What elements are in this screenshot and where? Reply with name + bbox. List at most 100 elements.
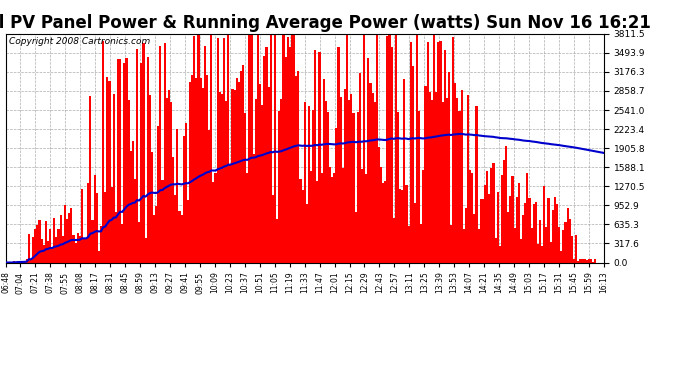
Bar bbox=[448, 72, 450, 262]
Bar bbox=[45, 220, 47, 262]
Bar bbox=[201, 88, 204, 262]
Bar bbox=[81, 189, 83, 262]
Bar bbox=[529, 198, 531, 262]
Bar bbox=[594, 259, 596, 262]
Bar bbox=[255, 99, 257, 262]
Bar bbox=[590, 259, 592, 262]
Bar bbox=[213, 182, 215, 262]
Bar bbox=[320, 173, 323, 262]
Bar bbox=[505, 146, 507, 262]
Bar bbox=[450, 225, 452, 262]
Bar bbox=[577, 261, 580, 262]
Bar bbox=[373, 102, 376, 262]
Bar bbox=[295, 76, 297, 262]
Bar bbox=[344, 88, 346, 262]
Bar bbox=[410, 42, 412, 262]
Bar bbox=[306, 204, 308, 262]
Bar bbox=[560, 251, 562, 262]
Bar bbox=[183, 136, 185, 262]
Bar bbox=[117, 59, 119, 262]
Bar bbox=[223, 39, 225, 262]
Bar bbox=[437, 42, 440, 262]
Bar bbox=[566, 208, 569, 262]
Bar bbox=[471, 174, 473, 262]
Bar bbox=[176, 129, 179, 262]
Bar bbox=[166, 98, 168, 262]
Bar bbox=[227, 34, 229, 262]
Bar bbox=[465, 208, 467, 262]
Bar bbox=[365, 174, 367, 262]
Bar bbox=[115, 212, 117, 262]
Bar bbox=[28, 234, 30, 262]
Bar bbox=[351, 94, 353, 262]
Title: Total PV Panel Power & Running Average Power (watts) Sun Nov 16 16:21: Total PV Panel Power & Running Average P… bbox=[0, 14, 651, 32]
Bar bbox=[537, 244, 539, 262]
Bar bbox=[314, 50, 316, 262]
Bar bbox=[75, 243, 77, 262]
Bar bbox=[511, 176, 513, 262]
Bar bbox=[541, 246, 543, 262]
Bar bbox=[91, 220, 94, 262]
Bar bbox=[132, 141, 134, 262]
Bar bbox=[475, 106, 477, 262]
Bar bbox=[312, 111, 314, 262]
Bar bbox=[395, 34, 397, 262]
Bar bbox=[268, 87, 270, 262]
Bar bbox=[59, 215, 62, 262]
Bar bbox=[391, 47, 393, 262]
Bar bbox=[130, 152, 132, 262]
Bar bbox=[405, 184, 408, 262]
Bar bbox=[520, 239, 522, 262]
Bar bbox=[110, 187, 112, 262]
Bar bbox=[134, 179, 136, 262]
Bar bbox=[337, 47, 339, 262]
Bar bbox=[197, 34, 199, 262]
Bar bbox=[416, 34, 418, 262]
Bar bbox=[393, 218, 395, 262]
Bar bbox=[573, 259, 575, 262]
Bar bbox=[412, 66, 414, 262]
Bar bbox=[189, 82, 191, 262]
Bar bbox=[477, 230, 480, 262]
Bar bbox=[418, 111, 420, 262]
Bar bbox=[231, 88, 234, 262]
Bar bbox=[159, 45, 161, 262]
Bar bbox=[106, 77, 108, 262]
Bar bbox=[57, 229, 59, 262]
Bar bbox=[66, 219, 68, 262]
Bar bbox=[490, 168, 493, 262]
Bar bbox=[535, 202, 537, 262]
Bar bbox=[161, 180, 164, 262]
Bar bbox=[217, 38, 219, 262]
Bar bbox=[316, 181, 319, 262]
Bar bbox=[497, 192, 499, 262]
Bar bbox=[431, 100, 433, 262]
Bar bbox=[34, 229, 37, 262]
Bar bbox=[128, 100, 130, 262]
Bar bbox=[522, 216, 524, 262]
Bar bbox=[87, 183, 90, 262]
Bar bbox=[495, 238, 497, 262]
Bar bbox=[580, 260, 582, 262]
Bar bbox=[142, 43, 144, 262]
Bar bbox=[408, 226, 410, 262]
Bar bbox=[77, 233, 79, 262]
Bar bbox=[215, 173, 217, 262]
Bar bbox=[206, 75, 208, 262]
Bar bbox=[68, 213, 70, 262]
Bar bbox=[219, 92, 221, 262]
Bar bbox=[484, 185, 486, 262]
Bar bbox=[428, 92, 431, 262]
Bar bbox=[331, 177, 333, 262]
Bar bbox=[210, 34, 213, 262]
Bar bbox=[327, 112, 329, 262]
Bar bbox=[140, 63, 142, 262]
Bar bbox=[433, 34, 435, 262]
Bar bbox=[539, 220, 541, 262]
Bar bbox=[126, 58, 128, 262]
Bar bbox=[302, 190, 304, 262]
Bar bbox=[199, 78, 201, 262]
Bar bbox=[329, 167, 331, 262]
Bar bbox=[545, 227, 548, 262]
Bar bbox=[37, 225, 39, 262]
